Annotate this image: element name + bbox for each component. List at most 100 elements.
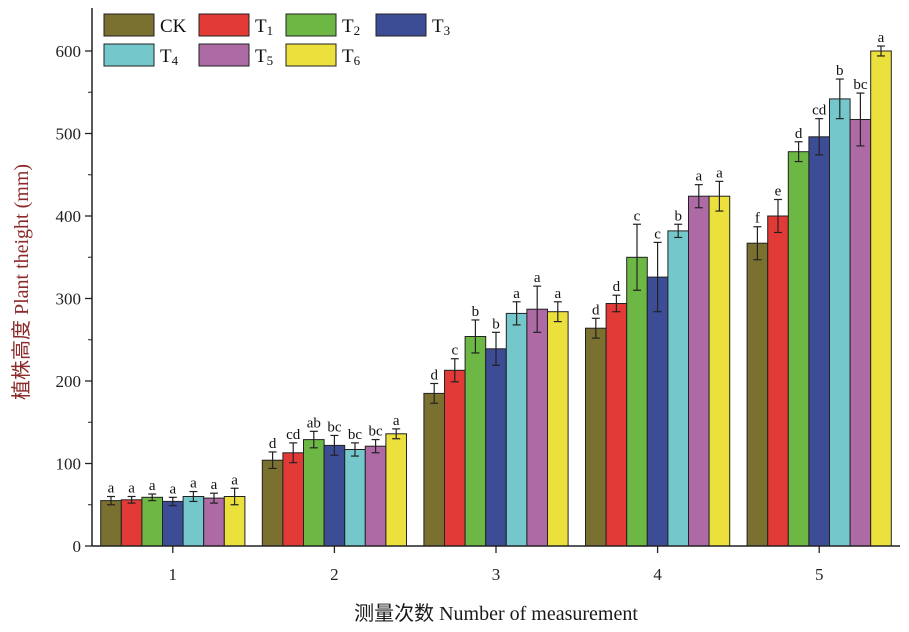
bar-T5-1	[203, 497, 225, 547]
significance-label-T3-5: cd	[812, 103, 827, 119]
y-tick-label-600: 600	[56, 42, 82, 61]
legend-subscript-T6: 6	[354, 53, 361, 68]
bar-T1-4	[605, 303, 628, 547]
significance-label-T5-3: a	[534, 270, 541, 286]
bar-T1-2	[282, 452, 304, 547]
y-tick-label-100: 100	[56, 455, 82, 474]
bar-CK-5	[746, 242, 769, 547]
x-tick-label-4: 4	[653, 565, 662, 584]
legend-label-T6: T6	[342, 46, 361, 68]
bar-T4-4	[667, 230, 690, 547]
y-tick-label-400: 400	[56, 207, 82, 226]
significance-label-T4-1: a	[190, 476, 197, 492]
x-tick-label-3: 3	[492, 565, 501, 584]
bar-T6-2	[385, 433, 407, 547]
legend-swatch-T2	[285, 13, 337, 37]
significance-label-T3-3: b	[492, 316, 500, 332]
significance-label-T2-1: a	[149, 478, 156, 494]
significance-label-T1-1: a	[128, 481, 135, 497]
bar-CK-3	[423, 392, 445, 547]
significance-label-T2-3: b	[472, 304, 480, 320]
y-tick-label-200: 200	[56, 372, 82, 391]
legend-label-T4: T4	[160, 46, 179, 68]
legend-label-T2: T2	[342, 16, 360, 38]
bar-T6-5	[870, 50, 892, 547]
bar-CK-2	[261, 459, 284, 547]
significance-label-T1-3: c	[451, 343, 458, 359]
legend-swatch-CK	[103, 13, 155, 37]
legend-label-CK: CK	[160, 16, 187, 37]
bar-T1-5	[767, 215, 789, 547]
legend-subscript-T2: 2	[354, 23, 361, 38]
significance-label-T3-4: c	[654, 226, 661, 242]
x-tick-label-2: 2	[330, 565, 339, 584]
significance-label-T1-2: cd	[286, 427, 301, 443]
bar-T5-5	[849, 119, 872, 547]
bar-T3-5	[808, 136, 831, 547]
bar-T2-1	[141, 496, 163, 547]
bar-T6-4	[708, 195, 731, 547]
legend-swatch-T4	[103, 43, 155, 67]
bar-T4-1	[182, 496, 205, 547]
legend-label-T5: T5	[255, 46, 273, 68]
legend-swatch-T1	[198, 13, 250, 37]
significance-label-T2-4: c	[634, 208, 641, 224]
significance-label-T5-2: bc	[369, 424, 384, 440]
bar-T6-3	[547, 311, 569, 547]
significance-label-T1-4: d	[613, 279, 621, 295]
significance-label-T3-2: bc	[327, 419, 342, 435]
significance-label-T5-1: a	[211, 477, 218, 493]
significance-label-T1-5: e	[775, 184, 782, 200]
legend: CK T1 T2 T3 T4 T5 T6	[103, 13, 450, 68]
significance-label-T5-4: a	[695, 169, 702, 185]
significance-label-CK-4: d	[592, 302, 600, 318]
bar-T3-4	[646, 276, 669, 547]
bar-T1-1	[120, 499, 143, 547]
y-axis-title: 植株高度 Plant theight (mm)	[10, 164, 33, 400]
legend-swatch-T3	[375, 13, 427, 37]
bar-T2-5	[787, 151, 810, 547]
significance-label-CK-3: d	[430, 367, 438, 383]
bar-T3-3	[485, 348, 507, 547]
bar-T5-4	[688, 195, 710, 547]
x-axis-title: 测量次数 Number of measurement	[354, 602, 638, 625]
significance-label-T5-5: bc	[853, 77, 868, 93]
axes-layer: 1 2 3 4 5 0 100 200 300 400 500 600	[56, 8, 900, 584]
significance-label-T6-3: a	[554, 286, 561, 302]
legend-label-T3: T3	[432, 16, 450, 38]
significance-label-T4-5: b	[836, 63, 844, 79]
legend-subscript-T1: 1	[267, 23, 274, 38]
legend-subscript-T3: 3	[444, 23, 451, 38]
error-bars-layer	[107, 45, 885, 507]
significance-label-CK-5: f	[755, 211, 760, 227]
bar-T3-1	[162, 500, 184, 547]
legend-swatch-T5	[198, 43, 250, 67]
significance-label-T4-3: a	[513, 286, 520, 302]
y-tick-label-500: 500	[56, 125, 82, 144]
bar-T4-3	[505, 312, 528, 547]
x-tick-label-1: 1	[169, 565, 178, 584]
legend-subscript-T4: 4	[172, 53, 179, 68]
bar-T2-2	[303, 439, 325, 547]
significance-label-CK-2: d	[269, 436, 277, 452]
significance-label-T2-5: d	[795, 126, 803, 142]
bar-T5-2	[364, 445, 387, 547]
legend-swatch-T6	[285, 43, 337, 67]
significance-label-T6-1: a	[231, 472, 238, 488]
significance-label-T6-2: a	[393, 413, 400, 429]
significance-label-T4-4: b	[674, 208, 682, 224]
legend-subscript-T5: 5	[267, 53, 274, 68]
bar-T3-2	[323, 444, 346, 547]
bar-CK-4	[585, 327, 607, 547]
bar-CK-1	[100, 500, 122, 547]
significance-label-T6-5: a	[878, 30, 885, 46]
legend-label-T1: T1	[255, 16, 273, 38]
significance-label-CK-1: a	[108, 481, 115, 497]
bar-T4-2	[344, 449, 366, 547]
bar-T1-3	[444, 369, 466, 547]
bar-T5-3	[526, 308, 549, 547]
bar-T2-3	[464, 336, 487, 547]
significance-label-T4-2: bc	[348, 427, 363, 443]
